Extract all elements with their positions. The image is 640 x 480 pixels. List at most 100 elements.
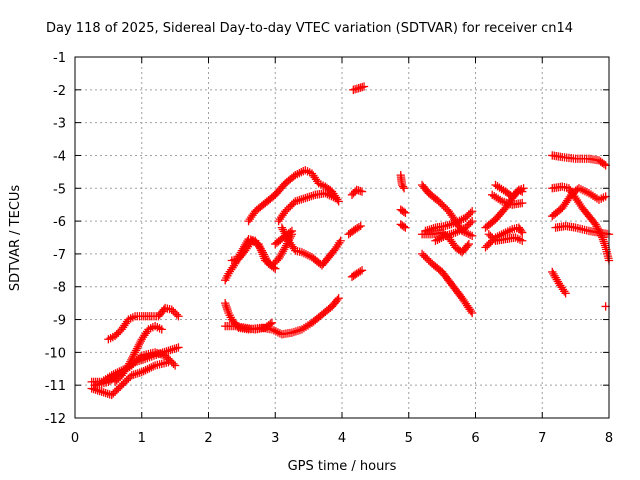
data-point: [468, 207, 477, 216]
x-axis-label: GPS time / hours: [288, 459, 397, 474]
series-t33: [551, 221, 614, 239]
data-point: [114, 384, 123, 393]
data-point: [110, 331, 120, 341]
y-tick-label: -5: [53, 182, 66, 197]
data-point: [170, 361, 180, 370]
data-point: [120, 377, 130, 387]
y-tick-label: -8: [53, 281, 66, 296]
data-point: [157, 325, 166, 334]
data-point: [269, 192, 278, 201]
series-t8: [221, 294, 343, 339]
data-point: [119, 379, 128, 388]
data-point: [464, 239, 473, 249]
x-tick-label: 7: [538, 431, 546, 446]
series-t7: [221, 234, 280, 285]
series-t4: [104, 303, 183, 344]
y-tick-label: -4: [53, 149, 66, 164]
data-point: [561, 289, 570, 298]
data-point: [279, 180, 288, 190]
y-tick-label: -10: [45, 346, 66, 361]
series-t16: [344, 221, 365, 239]
data-point: [169, 359, 178, 368]
data-point: [601, 192, 610, 201]
x-tick-label: 0: [71, 431, 79, 446]
data-point: [267, 318, 277, 327]
data-point: [284, 203, 293, 213]
data-point: [464, 210, 473, 219]
data-point: [281, 207, 290, 216]
data-point: [439, 202, 448, 211]
series-t1: [87, 358, 173, 400]
data-point: [508, 192, 517, 201]
data-point: [481, 243, 490, 252]
series-t11: [274, 189, 340, 226]
series-t9: [221, 318, 277, 334]
data-point: [463, 221, 472, 231]
x-tick-labels: 0 1 2 3 4 5 6 7 8: [71, 431, 613, 446]
data-point: [468, 216, 477, 226]
series-t20: [396, 220, 410, 232]
series-t22: [421, 207, 477, 236]
series-t17: [347, 266, 367, 282]
series-t15: [347, 185, 367, 199]
data-point: [601, 161, 610, 170]
y-tick-label: -9: [53, 314, 66, 329]
data-point: [326, 303, 335, 312]
data-point: [114, 328, 123, 337]
data-point: [115, 382, 125, 391]
data-point: [518, 198, 527, 208]
data-point: [437, 200, 447, 209]
data-point: [169, 307, 178, 316]
series-t34: [548, 184, 610, 221]
data-point: [167, 358, 176, 367]
data-point: [356, 221, 365, 231]
data-point: [399, 184, 409, 193]
data-point: [432, 195, 442, 205]
data-point: [107, 390, 116, 400]
x-tick-label: 4: [338, 431, 346, 446]
data-point: [399, 222, 409, 231]
series-t28: [491, 180, 528, 201]
data-point: [488, 233, 497, 242]
series-t5: [110, 321, 166, 387]
data-point: [286, 228, 295, 237]
data-point: [601, 302, 610, 311]
x-tick-label: 5: [405, 431, 413, 446]
data-point: [489, 216, 499, 225]
data-point: [172, 310, 181, 319]
data-point: [115, 372, 125, 382]
data-point: [484, 230, 493, 239]
data-point: [461, 213, 470, 222]
data-point: [461, 223, 470, 232]
data-point: [164, 354, 173, 364]
data-point: [509, 190, 519, 199]
series-t3: [87, 343, 183, 387]
data-point: [110, 387, 120, 396]
y-tick-label: -2: [53, 84, 66, 99]
data-point: [122, 376, 131, 385]
data-point: [486, 231, 495, 241]
series-t26: [481, 223, 527, 252]
data-point: [468, 231, 477, 241]
data-point: [511, 189, 520, 198]
y-tick-label: -7: [53, 248, 66, 263]
y-tick-label: -6: [53, 215, 66, 230]
x-tick-label: 3: [271, 431, 279, 446]
y-tick-labels: -12 -11 -10 -9 -8 -7 -6 -5 -4 -3 -2 -1: [45, 51, 66, 427]
data-point: [357, 266, 367, 275]
data-point: [287, 200, 297, 209]
y-tick-label: -12: [45, 412, 66, 427]
data-point: [347, 190, 357, 199]
data-point: [463, 241, 472, 250]
data-point: [483, 241, 492, 250]
data-point: [434, 197, 443, 206]
data-point: [117, 381, 126, 390]
series-t13: [271, 226, 297, 249]
data-point: [334, 197, 343, 206]
data-point: [110, 377, 120, 387]
series-t14: [349, 82, 369, 94]
series-t36: [601, 302, 610, 311]
data-point: [112, 330, 121, 339]
data-point: [282, 205, 292, 214]
